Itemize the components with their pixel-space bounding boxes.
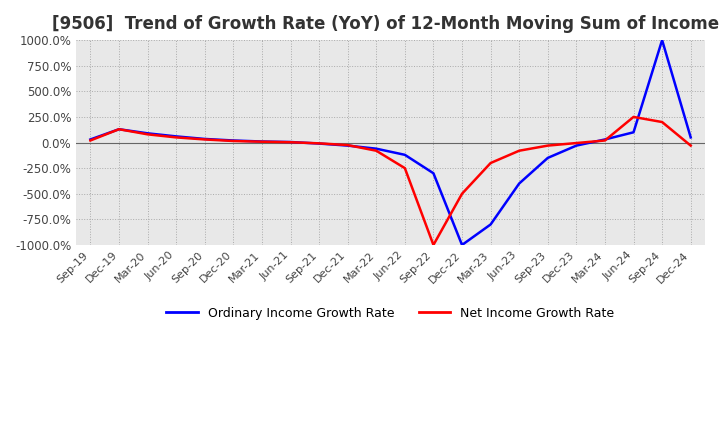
Title: [9506]  Trend of Growth Rate (YoY) of 12-Month Moving Sum of Incomes: [9506] Trend of Growth Rate (YoY) of 12-… — [52, 15, 720, 33]
Legend: Ordinary Income Growth Rate, Net Income Growth Rate: Ordinary Income Growth Rate, Net Income … — [161, 302, 620, 325]
